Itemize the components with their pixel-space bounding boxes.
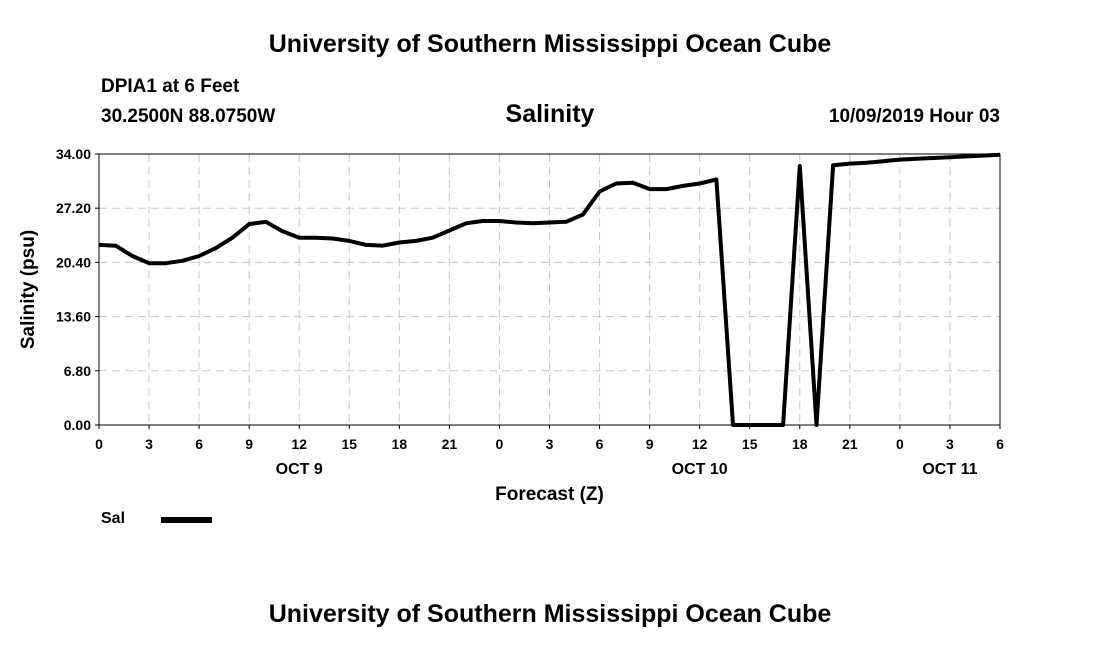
x-tick-label: 6: [596, 436, 604, 452]
x-tick-label: 3: [946, 436, 954, 452]
x-tick-label: 6: [195, 436, 203, 452]
date-labels: OCT 9 OCT 10 OCT 11: [276, 461, 978, 478]
legend-swatch: [161, 517, 212, 523]
x-tick-label: 0: [496, 436, 504, 452]
parameter-title: Salinity: [505, 100, 595, 128]
date-label: OCT 10: [672, 461, 728, 478]
footer-title: University of Southern Mississippi Ocean…: [268, 600, 832, 628]
chart-grid: [99, 154, 1000, 425]
y-tick-label: 34.00: [56, 146, 91, 162]
x-tick-label: 12: [692, 436, 708, 452]
x-tick-label: 0: [896, 436, 904, 452]
chart-title: University of Southern Mississippi Ocean…: [268, 30, 832, 58]
series-line-sal: [98, 152, 1001, 427]
y-tick-label: 0.00: [64, 417, 91, 433]
x-axis-ticks: 0 3 6 9 12 15 18 21 0 3 6 9 12 15 18 21 0 3 6: [95, 425, 1004, 452]
station-coordinates: 30.2500N 88.0750W: [101, 106, 276, 127]
x-tick-label: 9: [646, 436, 654, 452]
y-tick-label: 20.40: [56, 254, 91, 270]
x-axis-label: Forecast (Z): [495, 484, 604, 505]
x-tick-label: 18: [392, 436, 408, 452]
x-tick-label: 15: [742, 436, 758, 452]
x-tick-label: 21: [842, 436, 858, 452]
forecast-timestamp: 10/09/2019 Hour 03: [828, 106, 1000, 127]
x-tick-label: 3: [546, 436, 554, 452]
legend-label: Sal: [101, 510, 126, 527]
x-tick-label: 18: [792, 436, 808, 452]
x-tick-label: 0: [95, 436, 103, 452]
x-tick-label: 15: [341, 436, 357, 452]
x-tick-label: 3: [145, 436, 153, 452]
x-tick-label: 12: [291, 436, 307, 452]
station-name: DPIA1 at 6 Feet: [101, 76, 240, 97]
y-tick-label: 27.20: [56, 200, 91, 216]
x-tick-label: 6: [996, 436, 1004, 452]
x-tick-label: 21: [442, 436, 458, 452]
y-axis-label: Salinity (psu): [18, 230, 39, 349]
x-tick-label: 9: [245, 436, 253, 452]
y-tick-label: 6.80: [64, 363, 91, 379]
date-label: OCT 9: [276, 461, 323, 478]
date-label: OCT 11: [922, 461, 977, 478]
y-tick-label: 13.60: [56, 309, 91, 325]
y-axis-ticks: 0.00 6.80 13.60 20.40 27.20 34.00: [56, 146, 99, 433]
